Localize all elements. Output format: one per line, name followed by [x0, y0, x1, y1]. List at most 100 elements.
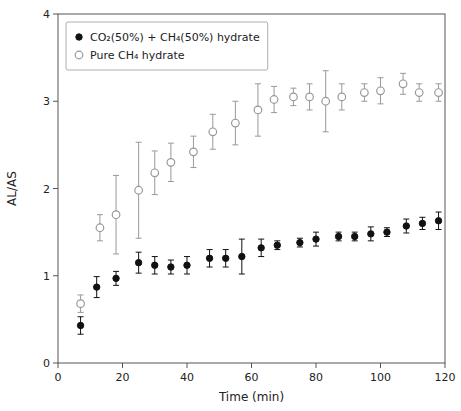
error-bar-cap — [184, 256, 190, 257]
error-bar-cap — [419, 229, 425, 230]
x-tick-label: 100 — [370, 371, 391, 384]
error-bar — [307, 84, 313, 110]
point — [223, 255, 229, 261]
point — [184, 262, 190, 268]
error-bar-cap — [78, 316, 84, 317]
x-tick-label: 60 — [245, 371, 259, 384]
error-bar — [436, 84, 442, 101]
point — [313, 236, 319, 242]
error-bar-cap — [307, 83, 313, 84]
error-bar — [368, 227, 374, 241]
error-bar-cap — [168, 143, 174, 144]
error-bar-cap — [223, 249, 229, 250]
point — [435, 218, 441, 224]
point — [239, 253, 245, 259]
error-bar-cap — [436, 83, 442, 84]
x-tick — [251, 363, 252, 368]
error-bar — [97, 215, 103, 241]
x-tick-label: 80 — [309, 371, 323, 384]
y-tick-label: 3 — [43, 95, 50, 108]
point — [297, 239, 303, 245]
error-bar — [207, 250, 213, 267]
chart: 02040608010012001234Time (min)AL/ASCO₂(5… — [0, 0, 461, 411]
error-bar — [136, 142, 142, 238]
y-axis-label: AL/AS — [5, 171, 19, 206]
error-bar-cap — [97, 240, 103, 241]
point — [167, 159, 175, 167]
error-bar-cap — [168, 274, 174, 275]
marks — [77, 71, 443, 334]
error-bar — [352, 232, 358, 241]
error-bar — [168, 260, 174, 274]
point — [335, 233, 341, 239]
error-bar-cap — [313, 232, 319, 233]
error-bar — [210, 114, 216, 149]
y-tick — [53, 363, 58, 364]
error-bar — [239, 239, 245, 274]
x-tick-label: 120 — [435, 371, 456, 384]
error-bar-cap — [239, 239, 245, 240]
error-bar-cap — [361, 83, 367, 84]
error-bar — [290, 88, 296, 105]
point — [399, 80, 407, 88]
point — [306, 93, 314, 101]
x-tick — [316, 363, 317, 368]
series — [77, 212, 441, 334]
error-bar-cap — [271, 86, 277, 87]
y-tick-label: 4 — [43, 8, 50, 21]
error-bar-cap — [368, 240, 374, 241]
error-bar-cap — [436, 229, 442, 230]
y-tick-label: 0 — [43, 357, 50, 370]
point — [377, 87, 385, 95]
error-bar — [223, 250, 229, 267]
error-bar — [258, 239, 264, 256]
plot-frame — [58, 14, 445, 363]
error-bar-cap — [190, 167, 196, 168]
error-bar-cap — [336, 240, 342, 241]
error-bar-cap — [436, 212, 442, 213]
error-bar-cap — [152, 194, 158, 195]
point — [419, 220, 425, 226]
error-bar-cap — [290, 88, 296, 89]
error-bar-cap — [207, 267, 213, 268]
error-bar-cap — [255, 136, 261, 137]
point — [135, 186, 143, 194]
error-bar-cap — [403, 232, 409, 233]
error-bar — [255, 84, 261, 136]
error-bar-cap — [210, 114, 216, 115]
point — [113, 275, 119, 281]
error-bar-cap — [94, 276, 100, 277]
point — [232, 119, 240, 127]
error-bar-cap — [184, 274, 190, 275]
error-bar — [313, 232, 319, 246]
point — [384, 229, 390, 235]
legend-marker — [76, 34, 82, 40]
error-bar-cap — [368, 226, 374, 227]
point — [152, 262, 158, 268]
error-bar-cap — [274, 240, 280, 241]
x-tick-label: 20 — [116, 371, 130, 384]
point — [168, 264, 174, 270]
point — [270, 96, 278, 104]
point — [190, 148, 198, 156]
error-bar — [384, 228, 390, 237]
error-bar-cap — [136, 252, 142, 253]
point — [77, 322, 83, 328]
point — [352, 233, 358, 239]
point — [96, 224, 104, 232]
error-bar-cap — [403, 219, 409, 220]
error-bar-cap — [113, 271, 119, 272]
error-bar-cap — [274, 249, 280, 250]
error-bar-cap — [78, 334, 84, 335]
error-bar-cap — [78, 294, 84, 295]
error-bar — [152, 257, 158, 274]
error-bar-cap — [419, 217, 425, 218]
point — [403, 223, 409, 229]
legend-marker — [75, 51, 83, 59]
y-tick — [53, 101, 58, 102]
error-bar — [436, 212, 442, 229]
legend-box — [66, 22, 268, 70]
error-bar-cap — [207, 249, 213, 250]
error-bar-cap — [297, 246, 303, 247]
error-bar — [184, 257, 190, 274]
